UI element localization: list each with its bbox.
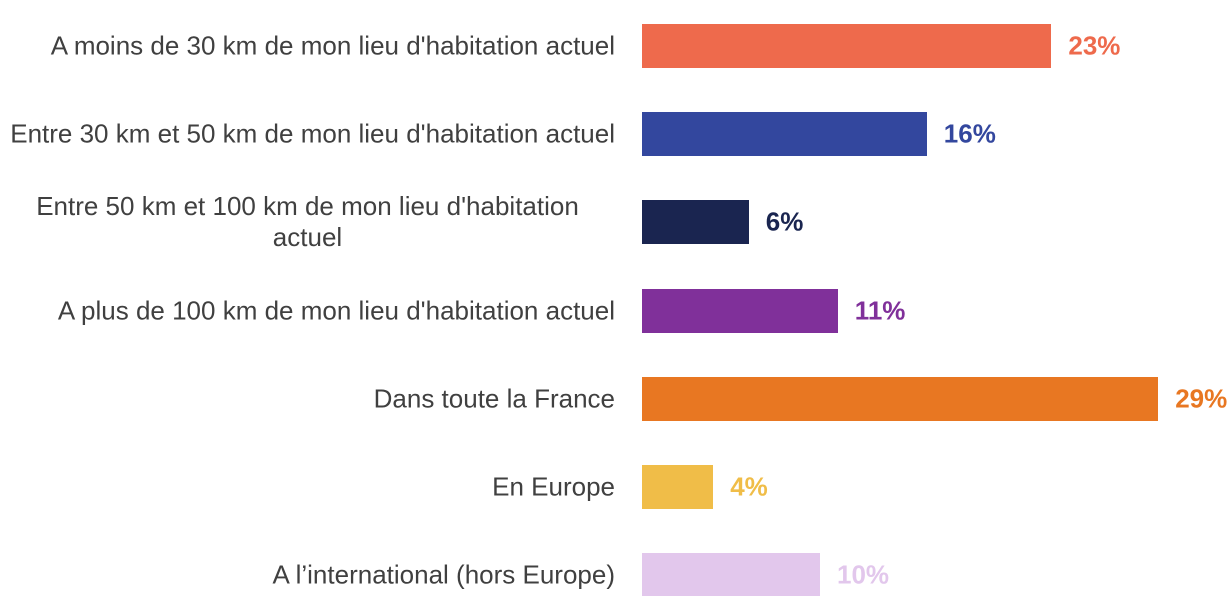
value-label: 29% (1175, 383, 1228, 414)
category-text: Entre 50 km et 100 km de mon lieu d'habi… (36, 191, 579, 253)
bar (642, 24, 1052, 68)
value-label: 23% (1068, 30, 1121, 61)
category-label: A l’international (hors Europe) (0, 560, 615, 591)
category-text: A plus de 100 km de mon lieu d'habitatio… (57, 295, 615, 326)
value-label: 6% (765, 206, 804, 237)
category-label: En Europe (0, 472, 615, 503)
category-text: Dans toute la France (373, 383, 615, 414)
category-label: A plus de 100 km de mon lieu d'habitatio… (0, 295, 615, 326)
category-text: Entre 30 km et 50 km de mon lieu d'habit… (10, 118, 615, 149)
category-text: A l’international (hors Europe) (272, 559, 615, 590)
value-label: 10% (837, 559, 890, 590)
bar (642, 112, 927, 157)
bar (642, 465, 714, 509)
category-text: A moins de 30 km de mon lieu d'habitatio… (50, 30, 615, 61)
bar (642, 376, 1159, 421)
value-label: 16% (943, 118, 996, 149)
category-text: En Europe (492, 471, 615, 502)
category-label: A moins de 30 km de mon lieu d'habitatio… (0, 31, 615, 62)
value-label: 11% (854, 295, 906, 326)
category-label: Entre 30 km et 50 km de mon lieu d'habit… (0, 119, 615, 150)
category-label: Entre 50 km et 100 km de mon lieu d'habi… (0, 191, 615, 253)
bar (642, 200, 749, 245)
value-label: 4% (730, 471, 768, 502)
bar (642, 288, 838, 333)
category-label: Dans toute la France (0, 383, 615, 414)
bar (642, 553, 820, 596)
